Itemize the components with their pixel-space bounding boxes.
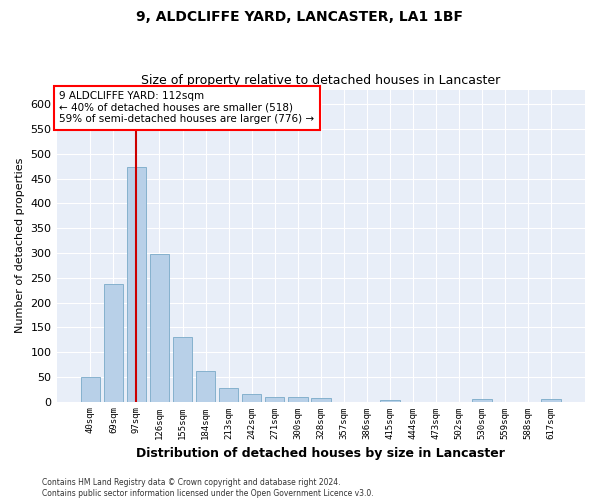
X-axis label: Distribution of detached houses by size in Lancaster: Distribution of detached houses by size …	[136, 447, 505, 460]
Bar	[541, 399, 561, 402]
Text: 9, ALDCLIFFE YARD, LANCASTER, LA1 1BF: 9, ALDCLIFFE YARD, LANCASTER, LA1 1BF	[137, 10, 464, 24]
Bar	[311, 398, 331, 402]
Bar	[265, 397, 284, 402]
Bar	[196, 371, 215, 402]
Bar	[472, 399, 492, 402]
Title: Size of property relative to detached houses in Lancaster: Size of property relative to detached ho…	[141, 74, 500, 87]
Bar	[127, 168, 146, 402]
Bar	[219, 388, 238, 402]
Bar	[242, 394, 262, 402]
Bar	[173, 337, 193, 402]
Bar	[80, 377, 100, 402]
Bar	[104, 284, 123, 402]
Bar	[380, 400, 400, 402]
Text: Contains HM Land Registry data © Crown copyright and database right 2024.
Contai: Contains HM Land Registry data © Crown c…	[42, 478, 374, 498]
Text: 9 ALDCLIFFE YARD: 112sqm
← 40% of detached houses are smaller (518)
59% of semi-: 9 ALDCLIFFE YARD: 112sqm ← 40% of detach…	[59, 91, 314, 124]
Y-axis label: Number of detached properties: Number of detached properties	[15, 158, 25, 333]
Bar	[149, 254, 169, 402]
Bar	[288, 396, 308, 402]
